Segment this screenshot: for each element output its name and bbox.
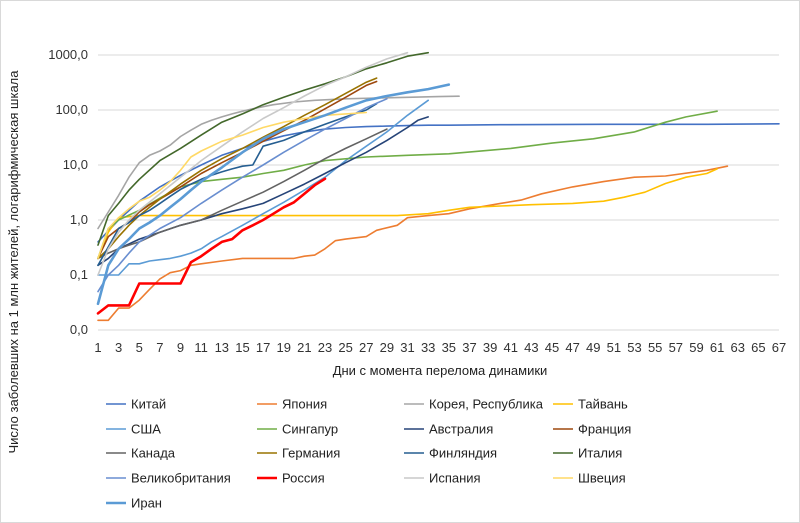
x-tick-label: 65 [751,340,765,355]
legend-item: Испания [404,471,481,486]
legend-label: Канада [131,446,176,461]
x-tick-label: 19 [276,340,290,355]
legend-label: Иран [131,496,162,511]
x-tick-label: 11 [194,340,208,355]
series-line-13 [96,177,327,315]
x-tick-label: 21 [297,340,311,355]
x-tick-label: 47 [565,340,579,355]
plot-lines [96,51,780,322]
legend-label: Япония [282,397,327,412]
legend-item: Финляндия [404,446,497,461]
series-line-10 [97,102,378,267]
legend-item: Сингапур [257,422,338,437]
legend-item: Австралия [404,422,493,437]
legend-item: Великобритания [106,471,231,486]
x-tick-label: 7 [156,340,163,355]
x-tick-label: 15 [235,340,249,355]
legend-label: Италия [578,446,622,461]
x-tick-label: 33 [421,340,435,355]
x-tick-label: 59 [689,340,703,355]
legend-label: США [131,422,161,437]
y-tick-label: 1,0 [70,212,88,227]
series-line-6 [97,116,430,267]
legend-label: Тайвань [578,397,628,412]
y-tick-label: 0,1 [70,267,88,282]
y-axis-title: Число заболевших на 1 млн жителей, логар… [6,70,21,454]
legend-item: Тайвань [553,397,628,412]
series-line-15 [97,111,368,260]
x-tick-label: 39 [483,340,497,355]
legend-label: Финляндия [429,446,497,461]
x-tick-label: 29 [380,340,394,355]
x-tick-label: 13 [215,340,229,355]
x-tick-label: 61 [710,340,724,355]
legend: Китай Япония Корея, Республика Тайвань США Си… [106,397,631,511]
x-tick-label: 35 [442,340,456,355]
x-tick-label: 37 [462,340,476,355]
x-tick-label: 55 [648,340,662,355]
x-tick-label: 5 [136,340,143,355]
y-tick-label: 0,0 [70,322,88,337]
legend-label: Россия [282,471,325,486]
legend-item: Китай [106,397,166,412]
legend-item: Швеция [553,471,626,486]
x-tick-label: 45 [545,340,559,355]
series-line-11 [97,51,430,246]
x-tick-label: 57 [669,340,683,355]
x-tick-label: 3 [115,340,122,355]
legend-label: Сингапур [282,422,338,437]
legend-item: Италия [553,446,622,461]
series-line-9 [97,77,378,260]
x-tick-label: 41 [503,340,517,355]
legend-label: Корея, Республика [429,397,544,412]
x-tick-label: 51 [607,340,621,355]
y-tick-label: 100,0 [55,102,88,117]
y-tick-label: 10,0 [63,157,88,172]
x-tick-label: 17 [256,340,270,355]
legend-label: Великобритания [131,471,231,486]
series-line-2 [97,95,460,230]
legend-item: Иран [106,496,162,511]
x-tick-label: 67 [772,340,786,355]
legend-item: США [106,422,161,437]
x-axis-title: Дни с момента перелома динамики [333,363,548,378]
y-tick-labels: 0,0 0,1 1,0 10,0 100,0 1000,0 [48,47,88,337]
series-line-4 [97,99,430,276]
x-tick-label: 49 [586,340,600,355]
x-tick-label: 43 [524,340,538,355]
series-line-14 [97,51,409,276]
legend-item: Германия [257,446,340,461]
legend-label: Китай [131,397,166,412]
x-tick-label: 53 [627,340,641,355]
legend-item: Франция [553,422,631,437]
series-line-3 [97,168,718,260]
legend-item: Япония [257,397,327,412]
legend-label: Швеция [578,471,626,486]
series-line-16 [96,83,451,306]
legend-label: Германия [282,446,340,461]
legend-label: Австралия [429,422,493,437]
x-tick-labels: 1 3 5 7 9 11 13 15 17 19 21 23 25 27 29 31 33 35 37 39 41 43 4… [94,340,786,355]
series-line-8 [97,128,388,260]
x-tick-label: 23 [318,340,332,355]
y-tick-label: 1000,0 [48,47,88,62]
legend-item: Канада [106,446,176,461]
x-tick-label: 25 [338,340,352,355]
x-tick-label: 31 [400,340,414,355]
legend-item: Россия [257,471,325,486]
legend-item: Корея, Республика [404,397,544,412]
series-line-12 [97,98,388,293]
x-tick-label: 27 [359,340,373,355]
x-tick-label: 1 [94,340,101,355]
legend-label: Испания [429,471,481,486]
legend-label: Франция [578,422,631,437]
x-tick-label: 9 [177,340,184,355]
x-tick-label: 63 [730,340,744,355]
